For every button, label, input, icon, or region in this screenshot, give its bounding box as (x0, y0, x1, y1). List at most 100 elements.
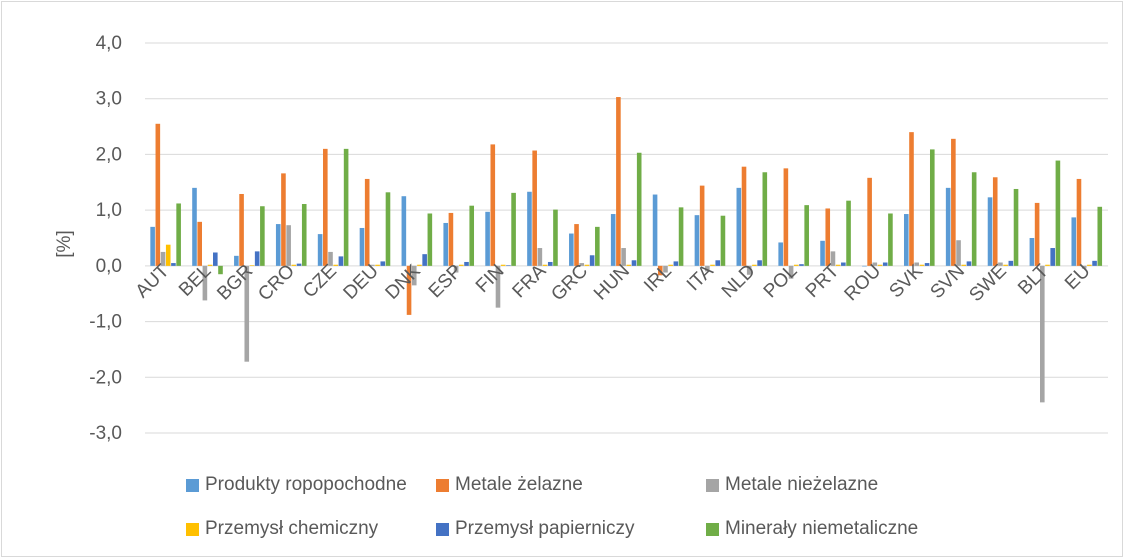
bar-przemysł-chemiczny-esp (459, 264, 464, 266)
bar-przemysł-papierniczy-blt (1050, 248, 1055, 266)
bar-produkty-ropopochodne-pol (778, 242, 783, 266)
x-tick-label: AUT (132, 260, 174, 302)
x-tick-label: SVN (927, 261, 969, 303)
bar-minerały-niemetaliczne-rou (888, 213, 893, 266)
bar-metale-nieżelazne-irl (663, 265, 668, 273)
bar-przemysł-papierniczy-swe (1008, 260, 1014, 266)
bar-przemysł-chemiczny-bgr (249, 265, 255, 266)
bar-minerały-niemetaliczne-fin (511, 192, 516, 266)
bar-minerały-niemetaliczne-cro (301, 204, 307, 266)
y-tick-label: -2,0 (89, 367, 122, 388)
bar-przemysł-chemiczny-deu (375, 264, 380, 266)
legend-label: Produkty ropopochodne (205, 474, 407, 495)
bar-przemysł-papierniczy-aut (171, 263, 176, 266)
y-axis-title: [%] (54, 230, 75, 257)
bar-minerały-niemetaliczne-prt (846, 200, 851, 266)
bar-metale-nieżelazne-rou (872, 262, 878, 266)
legend-swatch (706, 522, 719, 536)
x-tick-label: GRC (547, 261, 592, 306)
bar-minerały-niemetaliczne-ita (720, 215, 726, 266)
bar-przemysł-chemiczny-bel (207, 264, 213, 266)
bar-produkty-ropopochodne-fra (527, 191, 532, 266)
bar-przemysł-chemiczny-fra (542, 264, 548, 266)
legend-swatch (436, 478, 449, 492)
bar-przemysł-papierniczy-dnk (422, 254, 427, 266)
bar-metale-żelazne-grc (574, 224, 579, 266)
bar-minerały-niemetaliczne-pol (804, 205, 809, 266)
bar-metale-żelazne-deu (364, 178, 370, 266)
bar-metale-żelazne-dnk (406, 265, 412, 315)
bar-metale-nieżelazne-fin (495, 265, 501, 308)
bar-metale-żelazne-nld (741, 166, 747, 266)
bar-metale-żelazne-cro (281, 173, 286, 266)
legend-item: Produkty ropopochodne (186, 474, 407, 496)
legend-label: Przemysł papierniczy (455, 518, 635, 539)
bar-przemysł-papierniczy-esp (464, 261, 469, 266)
bar-metale-nieżelazne-bgr (244, 265, 250, 362)
bar-przemysł-papierniczy-irl (673, 261, 679, 266)
bar-przemysł-chemiczny-blt (1045, 264, 1050, 266)
bar-produkty-ropopochodne-swe (987, 197, 993, 266)
bar-produkty-ropopochodne-dnk (401, 196, 407, 266)
x-tick-label: SWE (965, 261, 1010, 306)
x-tick-label: DEU (340, 261, 383, 304)
bar-produkty-ropopochodne-prt (820, 240, 825, 266)
x-tick-label: SVK (885, 260, 927, 302)
bar-metale-żelazne-rou (867, 177, 872, 266)
bar-minerały-niemetaliczne-esp (469, 205, 475, 266)
bar-minerały-niemetaliczne-blt (1055, 160, 1061, 266)
bar-przemysł-papierniczy-hun (631, 260, 637, 266)
bar-minerały-niemetaliczne-dnk (427, 213, 433, 266)
bar-przemysł-chemiczny-swe (1003, 264, 1008, 266)
bar-metale-żelazne-ita (699, 185, 705, 266)
bar-przemysł-papierniczy-svn (966, 261, 972, 266)
legend-swatch (186, 478, 199, 492)
bar-produkty-ropopochodne-grc (569, 233, 574, 266)
bar-produkty-ropopochodne-deu (359, 227, 365, 266)
bar-metale-nieżelazne-svk (914, 262, 919, 266)
bar-produkty-ropopochodne-svk (903, 214, 909, 266)
bar-metale-nieżelazne-bel (202, 265, 208, 301)
bar-produkty-ropopochodne-irl (652, 194, 658, 266)
bar-metale-nieżelazne-grc (579, 263, 585, 266)
y-tick-label: -1,0 (89, 312, 122, 333)
x-tick-label: CZE (299, 261, 341, 303)
legend-label: Metale żelazne (455, 474, 583, 495)
bar-przemysł-chemiczny-grc (584, 264, 590, 266)
bar-minerały-niemetaliczne-nld (762, 172, 768, 266)
legend-item: Minerały niemetaliczne (706, 518, 918, 540)
legend-label: Metale nieżelazne (725, 474, 879, 495)
bar-minerały-niemetaliczne-svn (971, 172, 977, 266)
bar-minerały-niemetaliczne-irl (678, 207, 684, 266)
bar-metale-żelazne-pol (783, 168, 789, 266)
bar-przemysł-chemiczny-cro (291, 264, 297, 266)
bar-metale-nieżelazne-pol (788, 265, 794, 279)
bar-metale-żelazne-irl (657, 265, 663, 276)
y-tick-label: 0,0 (96, 256, 122, 277)
y-tick-labels: 4,0 3,0 2,0 1,0 0,0 -1,0 -2,0 -3,0 (89, 33, 122, 444)
bar-metale-żelazne-swe (992, 177, 998, 266)
bar-metale-nieżelazne-ita (705, 265, 710, 272)
bar-metale-żelazne-cze (323, 148, 328, 266)
bar-przemysł-papierniczy-fin (506, 265, 511, 266)
bar-minerały-niemetaliczne-bel (218, 265, 223, 275)
bar-przemysł-chemiczny-fin (500, 264, 506, 266)
bar-produkty-ropopochodne-svn (945, 187, 951, 266)
bar-metale-nieżelazne-aut (160, 251, 166, 266)
bar-metale-nieżelazne-esp (453, 265, 459, 273)
bar-przemysł-papierniczy-bel (213, 252, 218, 266)
bar-metale-żelazne-blt (1034, 202, 1040, 266)
bar-produkty-ropopochodne-blt (1029, 238, 1035, 266)
bar-produkty-ropopochodne-hun (610, 214, 616, 266)
legend-item: Przemysł chemiczny (186, 518, 378, 540)
bar-przemysł-papierniczy-fra (547, 261, 553, 266)
bar-metale-nieżelazne-eu (1081, 265, 1087, 269)
x-tick-label: ROU (841, 261, 886, 306)
bar-minerały-niemetaliczne-hun (636, 152, 642, 266)
legend: Produkty ropopochodne Metale żelazne Metal… (186, 474, 1006, 554)
bar-metale-nieżelazne-swe (998, 262, 1003, 266)
legend-item: Metale nieżelazne (706, 474, 878, 496)
bar-metale-nieżelazne-dnk (411, 265, 417, 286)
bar-przemysł-chemiczny-ita (710, 264, 715, 266)
